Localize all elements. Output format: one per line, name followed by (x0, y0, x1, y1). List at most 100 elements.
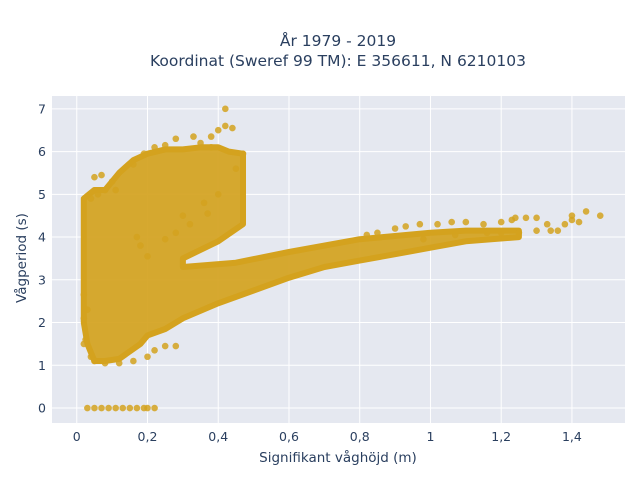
chart-subtitle: Koordinat (Sweref 99 TM): E 356611, N 62… (150, 52, 526, 70)
scatter-point (115, 359, 123, 367)
scatter-point (515, 229, 523, 237)
scatter-point (144, 252, 151, 260)
x-tick-label: 0,8 (350, 429, 370, 444)
scatter-point (483, 229, 491, 237)
scatter-point (497, 229, 505, 237)
scatter-point (214, 191, 222, 198)
scatter-point (232, 165, 240, 172)
scatter-point (80, 314, 88, 322)
scatter-points (80, 105, 604, 412)
scatter-point (151, 404, 158, 412)
dense-point-cloud (80, 144, 522, 364)
scatter-point (543, 220, 551, 228)
scatter-point (161, 342, 169, 350)
scatter-point (554, 227, 562, 234)
scatter-point (416, 220, 424, 228)
scatter-point (80, 291, 88, 299)
scatter-point (186, 220, 194, 228)
scatter-point (151, 347, 158, 354)
y-tick-label: 4 (38, 230, 46, 245)
scatter-point (568, 212, 576, 219)
scatter-point (82, 336, 89, 343)
scatter-point (84, 404, 91, 412)
scatter-point (161, 235, 169, 243)
y-tick-label: 3 (38, 272, 46, 287)
scatter-point (197, 139, 204, 147)
scatter-point (239, 150, 247, 158)
scatter-point (98, 404, 105, 412)
scatter-point (172, 229, 180, 237)
scatter-point (522, 214, 530, 222)
scatter-point (391, 225, 399, 232)
scatter-point (207, 143, 215, 151)
scatter-point (130, 161, 137, 168)
scatter-point (133, 233, 141, 241)
scatter-point (420, 235, 427, 243)
scatter-point (533, 214, 540, 222)
scatter-point (229, 124, 236, 132)
scatter-point (126, 404, 134, 412)
x-tick-label: 0 (73, 429, 81, 444)
scatter-point (462, 218, 470, 226)
x-tick-label: 1 (426, 429, 434, 444)
scatter-point (448, 218, 455, 226)
scatter-point (130, 357, 137, 365)
scatter-point (144, 404, 151, 412)
scatter-point (119, 404, 127, 412)
scatter-point (112, 404, 119, 412)
scatter-point (112, 186, 119, 194)
y-tick-label: 1 (38, 358, 46, 373)
scatter-point (94, 191, 102, 198)
scatter-point (108, 178, 116, 185)
scatter-point (480, 220, 487, 228)
scatter-point (200, 199, 208, 207)
scatter-point (582, 208, 590, 215)
scatter-point (101, 186, 109, 194)
scatter-point (179, 212, 187, 219)
scatter-point (214, 126, 222, 134)
scatter-point (151, 143, 158, 151)
scatter-point (161, 141, 169, 149)
scatter-point (222, 105, 229, 113)
scatter-point (508, 216, 516, 224)
scatter-point (172, 342, 180, 350)
scatter-point (98, 171, 105, 179)
scatter-point (561, 220, 569, 228)
scatter-point (222, 122, 229, 130)
scatter-point (101, 359, 109, 367)
x-tick-label: 0,2 (138, 429, 158, 444)
scatter-point (497, 218, 505, 226)
x-tick-label: 1,2 (491, 429, 511, 444)
scatter-point (91, 404, 98, 412)
scatter-point (172, 135, 180, 143)
scatter-point (133, 404, 141, 412)
x-axis-ticks: 0 0,2 0,4 0,6 0,8 1 1,2 1,4 (73, 429, 582, 444)
y-tick-label: 6 (38, 144, 46, 159)
x-tick-label: 0,6 (279, 429, 299, 444)
scatter-point (207, 133, 215, 140)
scatter-point (140, 150, 148, 158)
scatter-point (374, 229, 381, 237)
chart-title: År 1979 - 2019 (280, 31, 396, 50)
scatter-point (434, 220, 441, 228)
scatter-point (144, 353, 151, 361)
y-tick-label: 5 (38, 187, 46, 202)
scatter-point (105, 404, 112, 412)
scatter-point (190, 133, 197, 140)
scatter-point (363, 231, 371, 239)
x-axis-title: Signifikant våghöjd (m) (259, 449, 417, 466)
scatter-point (87, 195, 95, 202)
scatter-point (137, 242, 144, 249)
scatter-point (91, 173, 98, 181)
scatter-point (91, 357, 98, 365)
y-axis-ticks: 0 1 2 3 4 5 6 7 (38, 101, 46, 415)
y-tick-label: 7 (38, 101, 46, 116)
x-tick-label: 1,4 (562, 429, 582, 444)
scatter-point (575, 218, 583, 226)
y-axis-title: Vågperiod (s) (13, 213, 30, 303)
x-tick-label: 0,4 (208, 429, 228, 444)
scatter-point (84, 306, 91, 314)
scatter-point (451, 231, 459, 239)
